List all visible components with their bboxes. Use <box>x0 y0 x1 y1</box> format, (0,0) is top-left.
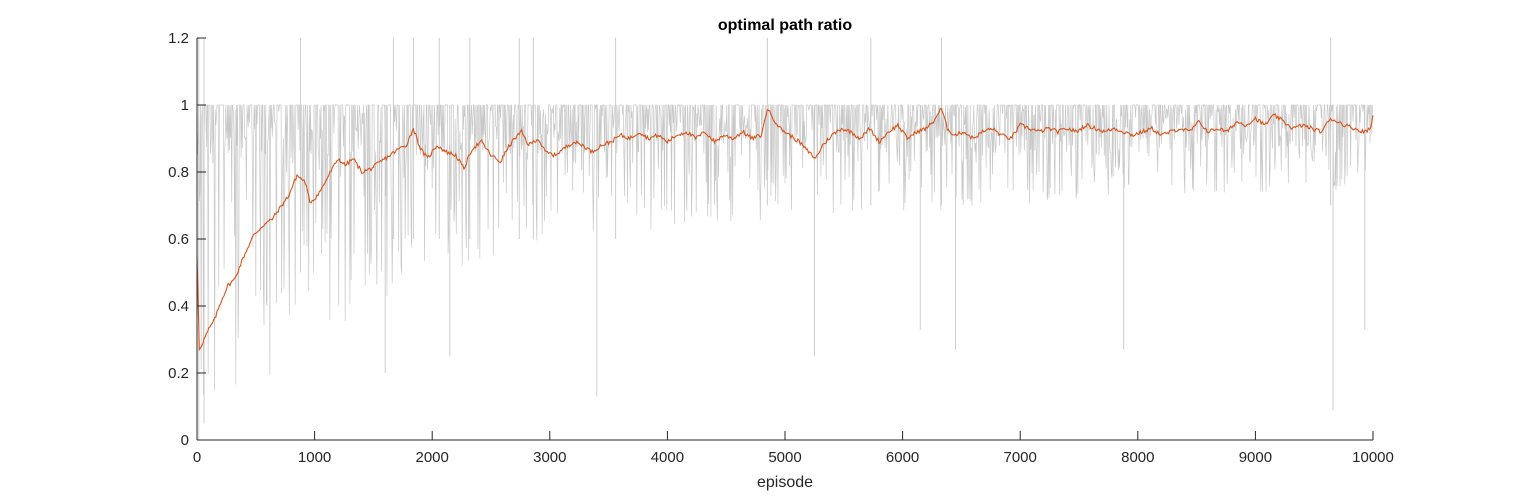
moving-average-layer <box>196 108 1374 352</box>
x-tick-label: 1000 <box>298 449 331 466</box>
x-tick-label: 9000 <box>1239 449 1272 466</box>
raw-series-layer <box>196 38 1374 440</box>
tick-marks: 0 1000 2000 3000 4000 5000 6000 7000 8000 9000 100… <box>168 30 1394 466</box>
y-tick-label: 0.2 <box>168 365 189 382</box>
y-tick-label: 0.6 <box>168 231 189 248</box>
plot-background <box>197 38 1373 440</box>
moving-average-line <box>196 108 1374 352</box>
x-tick-label: 0 <box>193 449 201 466</box>
x-tick-label: 4000 <box>651 449 684 466</box>
y-tick-label: 0 <box>181 432 189 449</box>
x-tick-label: 2000 <box>416 449 449 466</box>
chart-title: optimal path ratio <box>718 17 852 34</box>
x-tick-label: 6000 <box>886 449 919 466</box>
x-tick-label: 7000 <box>1004 449 1037 466</box>
y-tick-label: 1.2 <box>168 30 189 47</box>
y-tick-label: 0.8 <box>168 164 189 181</box>
x-tick-label: 5000 <box>768 449 801 466</box>
y-tick-label: 0.4 <box>168 298 189 315</box>
x-tick-label: 8000 <box>1121 449 1154 466</box>
x-axis-label: episode <box>757 474 813 491</box>
x-tick-label: 10000 <box>1352 449 1394 466</box>
x-tick-label: 3000 <box>533 449 566 466</box>
y-tick-label: 1 <box>181 97 189 114</box>
